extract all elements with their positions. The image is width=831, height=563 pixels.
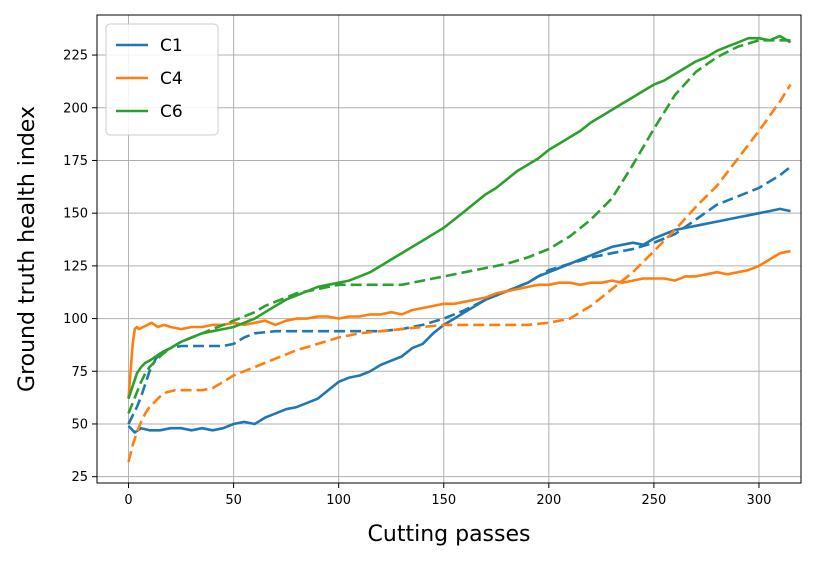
y-tick-label: 125	[63, 259, 88, 274]
x-axis-label: Cutting passes	[368, 522, 531, 547]
x-tick-label: 300	[747, 493, 772, 508]
legend-label: C1	[160, 36, 183, 56]
y-axis-label: Ground truth health index	[15, 106, 40, 392]
y-tick-label: 150	[63, 207, 88, 222]
series-line-c4	[127, 249, 791, 399]
x-tick-label: 50	[225, 493, 242, 508]
y-tick-label: 25	[71, 470, 88, 485]
x-tick-label: 0	[124, 493, 132, 508]
y-tick-label: 100	[63, 312, 88, 327]
legend: C1 C4 C6	[105, 23, 219, 136]
legend-label: C6	[160, 102, 183, 122]
series-line-c4-predicted	[127, 83, 792, 463]
y-tick-label: 50	[71, 417, 88, 432]
series-line-c1-predicted	[127, 165, 792, 425]
legend-label: C4	[160, 69, 183, 89]
y-tick-label: 175	[63, 154, 88, 169]
legend-box	[105, 23, 219, 136]
series-line-c1	[127, 207, 791, 434]
series-layer	[127, 34, 792, 463]
axis-ticks: 0 50 100 150 200 250 300 25 50 75 100 125 150 175 200 2…	[63, 49, 771, 508]
series-line-c6-predicted	[127, 38, 791, 414]
x-tick-label: 150	[431, 493, 456, 508]
y-tick-label: 225	[63, 49, 88, 64]
y-tick-label: 75	[71, 365, 88, 380]
x-tick-label: 200	[536, 493, 561, 508]
x-tick-label: 250	[641, 493, 666, 508]
y-tick-label: 200	[63, 101, 88, 116]
plot-frame	[96, 14, 802, 484]
x-tick-label: 100	[326, 493, 351, 508]
